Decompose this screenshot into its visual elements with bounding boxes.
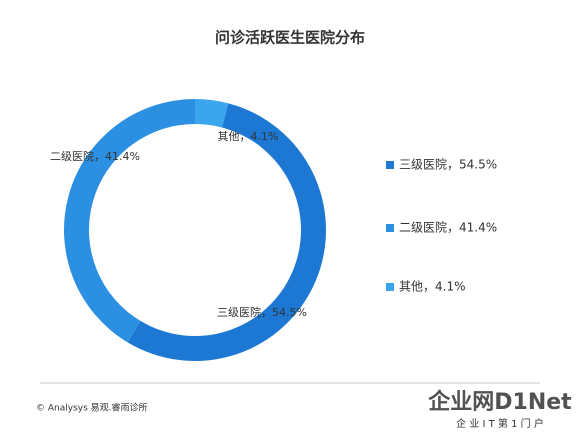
donut-segment xyxy=(63,99,195,343)
legend-label: 二级医院，41.4% xyxy=(399,221,497,235)
legend-swatch xyxy=(386,283,394,291)
legend-label: 三级医院，54.5% xyxy=(399,158,497,172)
legend-swatch xyxy=(386,224,394,232)
data-label: 三级医院，54.5% xyxy=(217,305,307,319)
chart-title: 问诊活跃医生医院分布 xyxy=(215,29,365,47)
legend-swatch xyxy=(386,161,394,169)
donut-segment xyxy=(195,99,229,128)
data-label: 其他，4.1% xyxy=(218,130,279,143)
legend-label: 其他，4.1% xyxy=(399,280,466,294)
source: © Analysys 易观.睿雨诊所 xyxy=(36,402,148,414)
watermark-sub: 企 业 I T 第 1 门 户 xyxy=(456,417,544,430)
watermark: 企业网D1Net xyxy=(427,389,572,415)
data-label: 二级医院，41.4% xyxy=(50,149,140,163)
donut-segment xyxy=(127,103,326,361)
